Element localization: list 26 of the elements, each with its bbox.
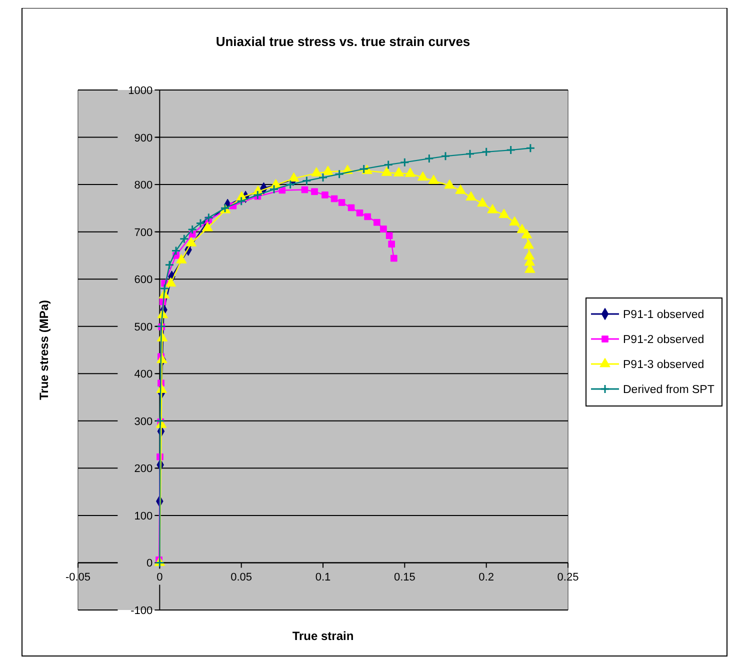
y-axis-title: True stress (MPa)	[37, 300, 51, 400]
x-tick-label: 0	[156, 572, 163, 584]
y-tick-label: 600	[134, 274, 153, 286]
y-tick-label: 300	[134, 416, 153, 428]
y-tick-label: 400	[134, 368, 153, 381]
y-tick-label: 900	[134, 132, 153, 144]
y-tick-label: 100	[134, 510, 153, 522]
x-tick-label: 0.25	[557, 572, 579, 584]
legend-label: Derived from SPT	[623, 384, 714, 396]
y-tick-label: -100	[130, 605, 153, 617]
y-tick-label: 500	[134, 321, 153, 334]
x-tick-label: 0.1	[315, 572, 331, 584]
y-tick-label: 0	[146, 558, 153, 570]
y-tick-label: 1000	[128, 85, 153, 97]
x-tick-label: -0.05	[65, 572, 91, 584]
y-tick-label: 700	[134, 226, 153, 239]
x-tick-label: 0.05	[230, 572, 252, 584]
legend-label: P91-2 observed	[623, 334, 704, 346]
x-axis-title: True strain	[292, 629, 354, 643]
chart-title: Uniaxial true stress vs. true strain curves	[216, 34, 470, 49]
legend-label: P91-1 observed	[623, 309, 704, 321]
x-tick-label: 0.2	[478, 572, 494, 584]
y-tick-label: 800	[134, 180, 153, 192]
y-tick-label: 200	[134, 463, 153, 476]
x-tick-label: 0.15	[394, 572, 416, 584]
legend-label: P91-3 observed	[623, 359, 704, 371]
